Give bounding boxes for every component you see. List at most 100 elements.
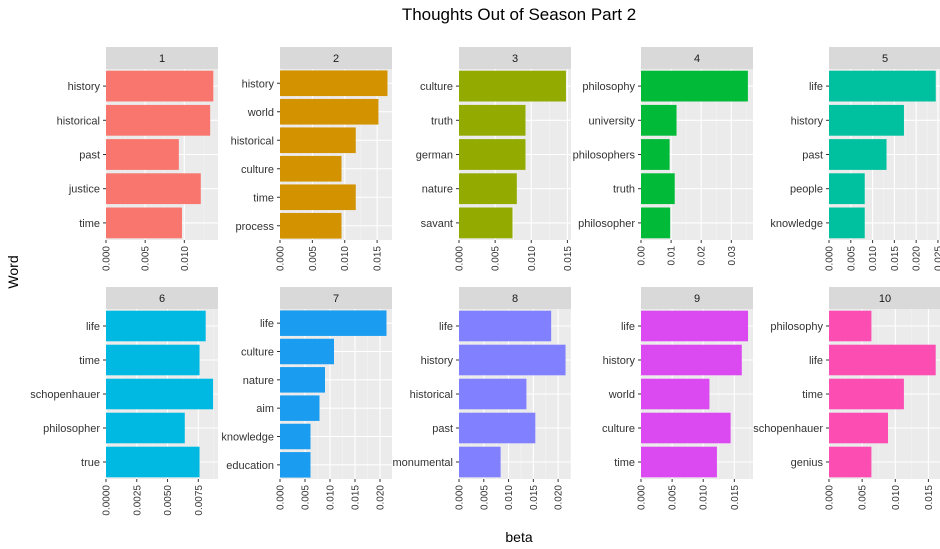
facet-strip (106, 287, 218, 309)
y-tick-label: people (790, 184, 823, 196)
x-tick-label: 0.005 (308, 246, 319, 271)
bar-german (459, 139, 526, 170)
facet-strip (459, 47, 571, 69)
x-tick-label: 0.010 (340, 246, 351, 271)
facet-panel-5: 5 life history past people knowledge 0.000 0.00… (770, 47, 940, 271)
x-tick-label: 0.03 (727, 246, 738, 266)
x-tick-label: 0.010 (180, 246, 191, 271)
facet-panel-3: 3 culture truth german nature savant 0.000 0.00… (416, 47, 574, 271)
x-tick-label: 0.000 (455, 485, 466, 510)
y-tick-label: time (79, 218, 100, 230)
x-tick-label: 0.010 (326, 485, 337, 510)
facet-panel-4: 4 philosophy university philosophers truth ph… (573, 47, 753, 265)
y-tick-label: time (253, 192, 274, 204)
y-tick-label: schopenhauer (753, 423, 823, 435)
bar-history (106, 70, 214, 102)
bar-schopenhauer (829, 412, 888, 444)
bar-world (280, 98, 379, 125)
bar-true (106, 446, 200, 478)
x-tick-label: 0.00 (637, 246, 648, 266)
y-axis-title: Word (5, 255, 21, 288)
x-tick-label: 0.005 (668, 485, 679, 510)
facet-strip (280, 287, 392, 309)
x-tick-label: 0.000 (637, 485, 648, 510)
facet-strip-label: 6 (159, 293, 165, 305)
y-tick-label: life (260, 318, 274, 330)
y-tick-label: university (589, 115, 636, 127)
y-tick-label: history (421, 355, 454, 367)
bar-philosophy (829, 310, 872, 342)
bar-life (280, 310, 387, 336)
x-tick-label: 0.015 (563, 246, 574, 271)
y-tick-label: culture (420, 81, 453, 93)
facet-strip (280, 47, 392, 69)
x-tick-label: 0.005 (846, 246, 857, 271)
y-tick-label: historical (410, 389, 453, 401)
x-tick-label: 0.010 (504, 485, 515, 510)
bar-culture (280, 155, 342, 182)
facet-strip (641, 287, 753, 309)
panel-background (280, 69, 392, 240)
bar-philosophy (641, 70, 748, 102)
y-tick-label: life (86, 321, 100, 333)
x-tick-label: 0.015 (351, 485, 362, 510)
bar-process (280, 212, 342, 239)
facet-strip (829, 47, 940, 69)
panel-background (280, 309, 392, 479)
x-tick-label: 0.025 (933, 246, 940, 271)
y-tick-label: aim (256, 403, 274, 415)
y-tick-label: philosophy (770, 321, 823, 333)
bar-time (641, 446, 717, 478)
facet-strip-label: 10 (879, 293, 891, 305)
bar-time (106, 344, 200, 376)
y-tick-label: german (416, 150, 453, 162)
y-tick-label: life (621, 321, 635, 333)
x-tick-label: 0.0075 (194, 485, 205, 516)
facet-strip-label: 1 (159, 53, 165, 65)
y-tick-label: justice (68, 184, 100, 196)
x-tick-label: 0.015 (730, 485, 741, 510)
bar-past (459, 412, 536, 444)
bar-life (459, 310, 552, 342)
y-tick-label: philosophy (582, 81, 635, 93)
x-tick-label: 0.000 (825, 246, 836, 271)
y-tick-label: time (802, 389, 823, 401)
y-tick-label: education (226, 460, 274, 472)
facet-strip-label: 2 (333, 53, 339, 65)
bar-history (641, 344, 742, 376)
x-tick-label: 0.015 (529, 485, 540, 510)
y-tick-label: history (791, 115, 824, 127)
bar-historical (459, 378, 527, 410)
bar-past (106, 139, 179, 170)
bar-historical (106, 104, 211, 136)
y-tick-label: past (432, 423, 453, 435)
y-tick-label: historical (231, 135, 274, 147)
x-tick-label: 0.0050 (163, 485, 174, 516)
bar-time (829, 378, 904, 410)
x-tick-label: 0.005 (141, 246, 152, 271)
y-tick-label: genius (791, 457, 824, 469)
bar-past (829, 139, 887, 170)
bar-life (829, 70, 936, 102)
facet-strip (459, 287, 571, 309)
y-tick-label: process (235, 221, 274, 233)
facet-panel-6: 6 life time schopenhauer philosopher true 0.00… (30, 287, 218, 516)
bar-life (106, 310, 206, 342)
y-tick-label: history (242, 78, 275, 90)
y-tick-label: history (68, 81, 101, 93)
y-tick-label: life (439, 321, 453, 333)
bar-university (641, 104, 677, 136)
bar-savant (459, 207, 513, 239)
bar-culture (280, 338, 334, 365)
facet-strip-label: 8 (512, 293, 518, 305)
y-tick-label: nature (243, 375, 274, 387)
y-tick-label: time (79, 355, 100, 367)
bar-truth (459, 104, 526, 136)
y-tick-label: knowledge (770, 218, 823, 230)
facet-strip (106, 47, 218, 69)
y-tick-label: world (247, 107, 274, 119)
facet-strip-label: 5 (882, 53, 888, 65)
bar-aim (280, 395, 320, 421)
x-tick-label: 0.015 (890, 246, 901, 271)
